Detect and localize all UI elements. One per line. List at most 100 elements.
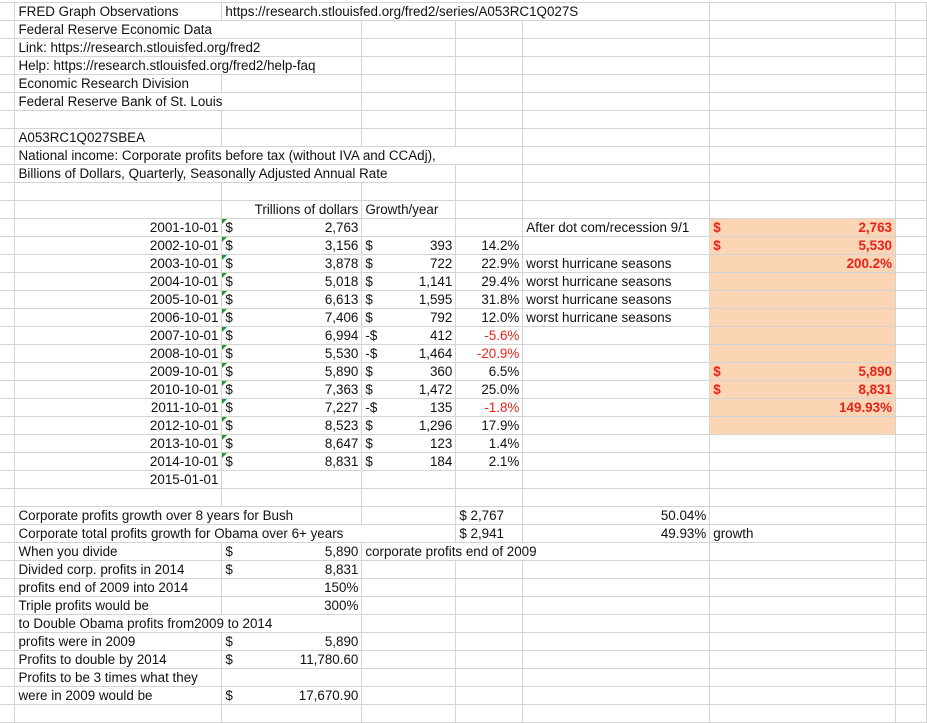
cell-note[interactable] — [522, 362, 711, 381]
empty-cell[interactable] — [894, 236, 927, 255]
empty-cell[interactable] — [14, 704, 223, 723]
cell-note[interactable]: After dot com/recession 9/1 — [522, 218, 711, 237]
cell-ratio-label[interactable]: profits end of 2009 into 2014 — [14, 578, 223, 597]
empty-cell[interactable] — [0, 218, 16, 237]
empty-cell[interactable] — [0, 236, 16, 255]
cell-profit[interactable]: $8,647 — [221, 434, 363, 453]
empty-cell[interactable] — [894, 578, 927, 597]
cell-date[interactable]: 2011-10-01 — [14, 398, 223, 417]
cell-source[interactable]: Federal Reserve Economic Data — [14, 20, 363, 39]
cell-link[interactable]: Link: https://research.stlouisfed.org/fr… — [14, 38, 363, 57]
empty-cell[interactable] — [522, 578, 711, 597]
empty-cell[interactable] — [894, 254, 927, 273]
empty-cell[interactable] — [0, 56, 16, 75]
empty-cell[interactable] — [361, 182, 457, 201]
empty-cell[interactable] — [455, 632, 524, 651]
cell-series-id[interactable]: A053RC1Q027SBEA — [14, 128, 223, 147]
empty-cell[interactable] — [894, 362, 927, 381]
empty-cell[interactable] — [709, 488, 896, 507]
empty-cell[interactable] — [221, 110, 363, 129]
cell-note[interactable] — [522, 452, 711, 471]
empty-cell[interactable] — [709, 560, 896, 579]
empty-cell[interactable] — [522, 488, 711, 507]
empty-cell[interactable] — [894, 344, 927, 363]
cell-divide-note[interactable]: corporate profits end of 2009 — [361, 542, 711, 561]
empty-cell[interactable] — [455, 38, 524, 57]
cell-note[interactable]: worst hurricane seasons — [522, 290, 711, 309]
cell-growth[interactable]: $722 — [361, 254, 457, 273]
empty-cell[interactable] — [0, 290, 16, 309]
cell-profit[interactable]: $7,227 — [221, 398, 363, 417]
cell-growth-pct[interactable]: 1.4% — [455, 434, 524, 453]
empty-cell[interactable] — [709, 38, 896, 57]
empty-cell[interactable] — [455, 56, 524, 75]
cell-note[interactable] — [522, 434, 711, 453]
empty-cell[interactable] — [221, 182, 363, 201]
empty-cell[interactable] — [0, 146, 16, 165]
empty-cell[interactable] — [361, 488, 457, 507]
cell-date[interactable]: 2002-10-01 — [14, 236, 223, 255]
empty-cell[interactable] — [709, 92, 896, 111]
empty-cell[interactable] — [14, 488, 223, 507]
cell-date[interactable]: 2005-10-01 — [14, 290, 223, 309]
empty-cell[interactable] — [709, 632, 896, 651]
empty-cell[interactable] — [455, 92, 524, 111]
cell-profit[interactable]: $6,613 — [221, 290, 363, 309]
empty-cell[interactable] — [522, 92, 711, 111]
empty-cell[interactable] — [455, 20, 524, 39]
empty-cell[interactable] — [0, 506, 16, 525]
empty-cell[interactable] — [709, 200, 896, 219]
empty-cell[interactable] — [361, 110, 457, 129]
empty-cell[interactable] — [0, 2, 16, 21]
empty-cell[interactable] — [0, 308, 16, 327]
cell-side-box[interactable] — [709, 416, 896, 435]
empty-cell[interactable] — [14, 200, 223, 219]
empty-cell[interactable] — [709, 596, 896, 615]
cell-obama-pct[interactable]: 49.93% — [522, 524, 711, 543]
cell-profit[interactable]: $5,890 — [221, 362, 363, 381]
empty-cell[interactable] — [522, 470, 711, 489]
cell-growth-pct[interactable]: 31.8% — [455, 290, 524, 309]
cell-date[interactable]: 2001-10-01 — [14, 218, 223, 237]
empty-cell[interactable] — [894, 38, 927, 57]
empty-cell[interactable] — [709, 578, 896, 597]
empty-cell[interactable] — [522, 704, 711, 723]
cell-p2009-label[interactable]: profits were in 2009 — [14, 632, 223, 651]
cell-divided-value[interactable]: $8,831 — [221, 560, 363, 579]
empty-cell[interactable] — [455, 560, 524, 579]
cell-side-box[interactable]: $5,890 — [709, 362, 896, 381]
cell-double-heading[interactable]: to Double Obama profits from2009 to 2014 — [14, 614, 363, 633]
empty-cell[interactable] — [361, 668, 457, 687]
cell-three-label-2[interactable]: were in 2009 would be — [14, 686, 223, 705]
empty-cell[interactable] — [894, 380, 927, 399]
empty-cell[interactable] — [0, 344, 16, 363]
empty-cell[interactable] — [0, 326, 16, 345]
cell-profit[interactable]: $7,406 — [221, 308, 363, 327]
cell-help[interactable]: Help: https://research.stlouisfed.org/fr… — [14, 56, 363, 75]
empty-cell[interactable] — [709, 146, 896, 165]
cell-growth[interactable]: -$ 412 — [361, 326, 457, 345]
cell-ratio-value[interactable]: 150% — [221, 578, 363, 597]
empty-cell[interactable] — [455, 614, 524, 633]
cell-divide-value[interactable]: $5,890 — [221, 542, 363, 561]
cell-growth-pct[interactable]: 6.5% — [455, 362, 524, 381]
empty-cell[interactable] — [894, 92, 927, 111]
empty-cell[interactable] — [0, 164, 16, 183]
cell-bush-label[interactable]: Corporate profits growth over 8 years fo… — [14, 506, 363, 525]
empty-cell[interactable] — [709, 56, 896, 75]
cell-growth-pct[interactable]: -20.9% — [455, 344, 524, 363]
empty-cell[interactable] — [522, 668, 711, 687]
cell-growth[interactable]: $1,472 — [361, 380, 457, 399]
empty-cell[interactable] — [709, 74, 896, 93]
empty-cell[interactable] — [522, 110, 711, 129]
empty-cell[interactable] — [709, 614, 896, 633]
empty-cell[interactable] — [709, 470, 896, 489]
cell-profit[interactable]: $3,878 — [221, 254, 363, 273]
cell-date[interactable]: 2008-10-01 — [14, 344, 223, 363]
empty-cell[interactable] — [361, 614, 457, 633]
empty-cell[interactable] — [14, 182, 223, 201]
empty-cell[interactable] — [894, 542, 927, 561]
empty-cell[interactable] — [455, 164, 524, 183]
cell-profit[interactable]: $3,156 — [221, 236, 363, 255]
empty-cell[interactable] — [0, 650, 16, 669]
